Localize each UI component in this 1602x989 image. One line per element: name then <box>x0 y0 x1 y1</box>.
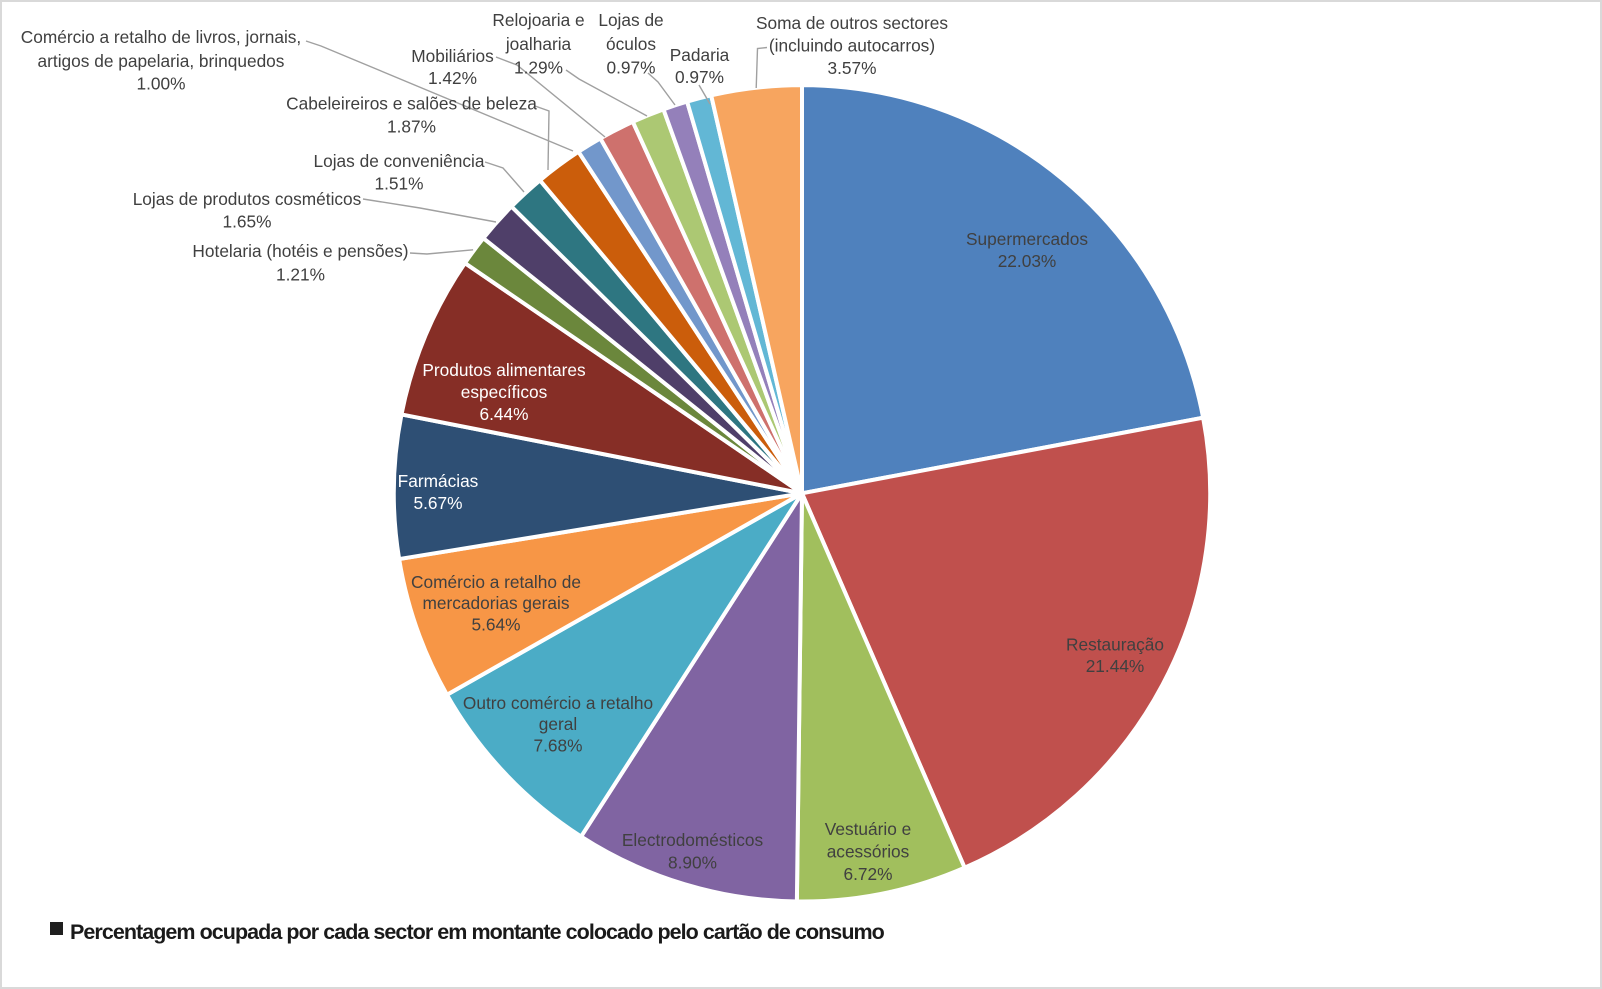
svg-text:geral: geral <box>539 714 577 734</box>
svg-text:6.44%: 6.44% <box>479 404 528 424</box>
svg-text:1.00%: 1.00% <box>136 73 185 93</box>
svg-text:8.90%: 8.90% <box>668 853 717 873</box>
svg-text:Relojoaria e: Relojoaria e <box>492 10 584 30</box>
svg-text:Electrodomésticos: Electrodomésticos <box>622 830 764 850</box>
svg-text:Restauração: Restauração <box>1066 635 1164 655</box>
svg-text:21.44%: 21.44% <box>1086 656 1145 676</box>
svg-text:Outro comércio a retalho: Outro comércio a retalho <box>463 693 653 713</box>
svg-text:1.29%: 1.29% <box>514 58 563 78</box>
svg-text:Padaria: Padaria <box>670 45 730 65</box>
svg-text:1.21%: 1.21% <box>276 265 325 285</box>
svg-text:Lojas de conveniência: Lojas de conveniência <box>313 151 484 171</box>
svg-text:Supermercados: Supermercados <box>966 229 1088 249</box>
svg-text:1.42%: 1.42% <box>428 68 477 88</box>
svg-text:joalharia: joalharia <box>505 34 572 54</box>
svg-text:Produtos alimentares: Produtos alimentares <box>422 360 586 380</box>
svg-text:6.72%: 6.72% <box>843 864 892 884</box>
svg-text:artigos de papelaria, brinqued: artigos de papelaria, brinquedos <box>38 51 285 71</box>
svg-text:1.65%: 1.65% <box>222 212 271 232</box>
svg-text:Comércio a retalho de livros,: Comércio a retalho de livros, jornais, <box>21 27 301 47</box>
svg-text:3.57%: 3.57% <box>827 58 876 78</box>
svg-text:Comércio a retalho de: Comércio a retalho de <box>411 572 581 592</box>
svg-text:específicos: específicos <box>461 382 548 402</box>
svg-text:Vestuário e: Vestuário e <box>825 819 911 839</box>
svg-text:0.97%: 0.97% <box>675 67 724 87</box>
svg-text:Cabeleireiros e salões de bele: Cabeleireiros e salões de beleza <box>286 94 537 114</box>
svg-text:Farmácias: Farmácias <box>398 471 479 491</box>
svg-text:Soma de outros sectores: Soma de outros sectores <box>756 13 948 33</box>
svg-text:acessórios: acessórios <box>827 842 910 862</box>
svg-text:1.51%: 1.51% <box>374 174 423 194</box>
svg-text:0.97%: 0.97% <box>606 58 655 78</box>
svg-text:5.67%: 5.67% <box>413 493 462 513</box>
svg-text:Lojas de: Lojas de <box>598 10 663 30</box>
svg-text:óculos: óculos <box>606 34 656 54</box>
svg-text:mercadorias gerais: mercadorias gerais <box>423 593 570 613</box>
svg-text:5.64%: 5.64% <box>471 615 520 635</box>
svg-text:Percentagem ocupada por cada s: Percentagem ocupada por cada sector em m… <box>70 920 885 944</box>
svg-text:Lojas de produtos cosméticos: Lojas de produtos cosméticos <box>133 189 362 209</box>
svg-text:Mobiliários: Mobiliários <box>411 46 494 66</box>
svg-text:Hotelaria (hotéis e pensões): Hotelaria (hotéis e pensões) <box>192 241 408 261</box>
svg-text:22.03%: 22.03% <box>998 251 1057 271</box>
svg-text:(incluindo autocarros): (incluindo autocarros) <box>769 36 935 56</box>
svg-text:7.68%: 7.68% <box>533 736 582 756</box>
svg-text:1.87%: 1.87% <box>387 117 436 137</box>
